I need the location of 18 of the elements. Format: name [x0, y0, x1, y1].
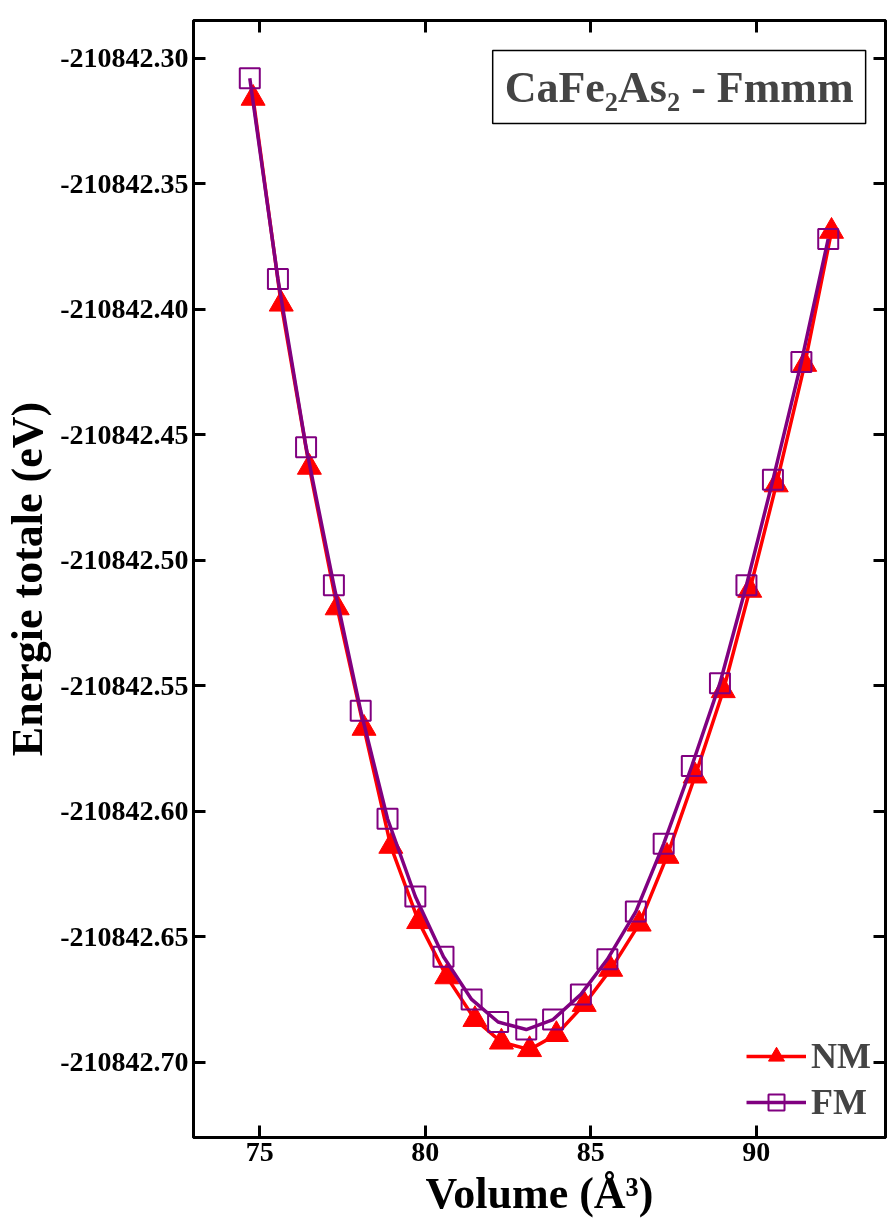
legend-label: FM — [811, 1081, 867, 1123]
x-tick-label: 90 — [742, 1135, 771, 1167]
y-tick-label: -210842.55 — [60, 669, 189, 701]
y-tick-label: -210842.70 — [60, 1046, 189, 1078]
y-tick-label: -210842.45 — [60, 418, 189, 450]
x-tick-label: 75 — [245, 1135, 274, 1167]
x-axis-title: Volume (Å³) — [425, 1168, 654, 1218]
x-tick-label: 80 — [411, 1135, 440, 1167]
y-tick-label: -210842.50 — [60, 544, 189, 576]
y-axis-title: Energie totale (eV) — [3, 401, 53, 757]
legend-label: NM — [811, 1035, 871, 1077]
text: CaFe₂As₂ - Fmmm — [504, 62, 854, 112]
y-tick-label: -210842.35 — [60, 167, 189, 199]
y-tick-label: -210842.40 — [60, 293, 189, 325]
y-tick-label: -210842.65 — [60, 920, 189, 952]
y-tick-label: -210842.30 — [60, 42, 189, 74]
y-tick-label: -210842.60 — [60, 795, 189, 827]
x-tick-label: 85 — [576, 1135, 605, 1167]
